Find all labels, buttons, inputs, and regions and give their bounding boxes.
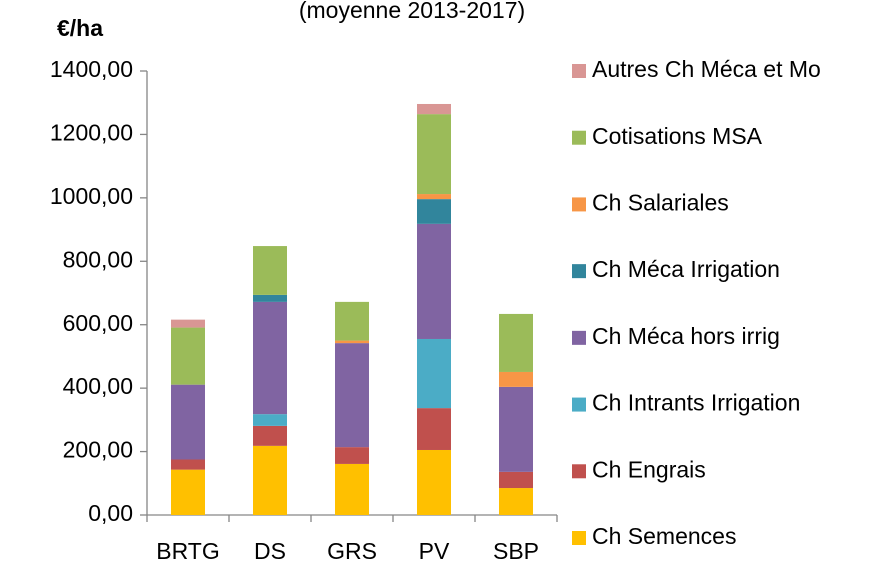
y-tick-label: 200,00 [63, 437, 133, 463]
bar-segment [171, 319, 205, 328]
bar-segment [417, 338, 451, 409]
legend-swatch [572, 464, 586, 479]
bar-segment [335, 463, 369, 515]
bar-segment [335, 301, 369, 341]
bar-segment [171, 384, 205, 460]
bar-segment [499, 313, 533, 372]
bar-segment [335, 343, 369, 448]
legend-swatch [572, 130, 586, 145]
bar-segment [253, 294, 287, 302]
bar-segment [253, 301, 287, 415]
legend-label: Ch Semences [592, 523, 736, 549]
bar-segment [253, 445, 287, 515]
bar-segment [253, 414, 287, 426]
legend-label: Autres Ch Méca et Mo [592, 56, 821, 82]
bar-segment [171, 469, 205, 515]
bar-segment [417, 408, 451, 450]
legend-label: Ch Méca Irrigation [592, 256, 780, 282]
bar-segment [335, 340, 369, 344]
bar-segment [499, 488, 533, 515]
y-tick-label: 800,00 [63, 246, 133, 272]
bar-segment [499, 371, 533, 387]
x-tick-label: GRS [327, 538, 377, 564]
bar-segment [417, 199, 451, 224]
y-tick-label: 400,00 [63, 373, 133, 399]
x-tick-label: SBP [493, 538, 539, 564]
x-tick-label: BRTG [156, 538, 219, 564]
x-tick-label: DS [254, 538, 286, 564]
bar-segment [171, 459, 205, 470]
chart-title: (moyenne 2013-2017) [299, 0, 525, 23]
legend-swatch [572, 531, 586, 545]
bar-segment [335, 447, 369, 464]
bar-segment [417, 194, 451, 200]
bar-segment [171, 327, 205, 385]
legend-swatch [572, 330, 586, 345]
x-tick-label: PV [419, 538, 450, 564]
bar-segment [417, 223, 451, 339]
legend-label: Cotisations MSA [592, 123, 763, 149]
y-axis-label: €/ha [57, 15, 103, 41]
legend-label: Ch Salariales [592, 190, 729, 216]
bar-segment [417, 103, 451, 115]
y-tick-label: 1400,00 [50, 56, 133, 82]
legend-label: Ch Engrais [592, 456, 706, 482]
bar-segment [253, 425, 287, 446]
legend-swatch [572, 264, 586, 279]
bar-segment [499, 386, 533, 472]
legend-swatch [572, 64, 586, 78]
legend-label: Ch Méca hors irrig [592, 323, 780, 349]
y-tick-label: 1000,00 [50, 183, 133, 209]
bar-segment [499, 471, 533, 489]
bar-segment [417, 449, 451, 515]
y-tick-label: 600,00 [63, 310, 133, 336]
legend-swatch [572, 197, 586, 212]
legend-label: Ch Intrants Irrigation [592, 390, 800, 416]
y-tick-label: 0,00 [88, 500, 133, 526]
bar-segment [253, 246, 287, 295]
bar-segment [417, 114, 451, 195]
legend-swatch [572, 397, 586, 412]
y-tick-label: 1200,00 [50, 120, 133, 146]
